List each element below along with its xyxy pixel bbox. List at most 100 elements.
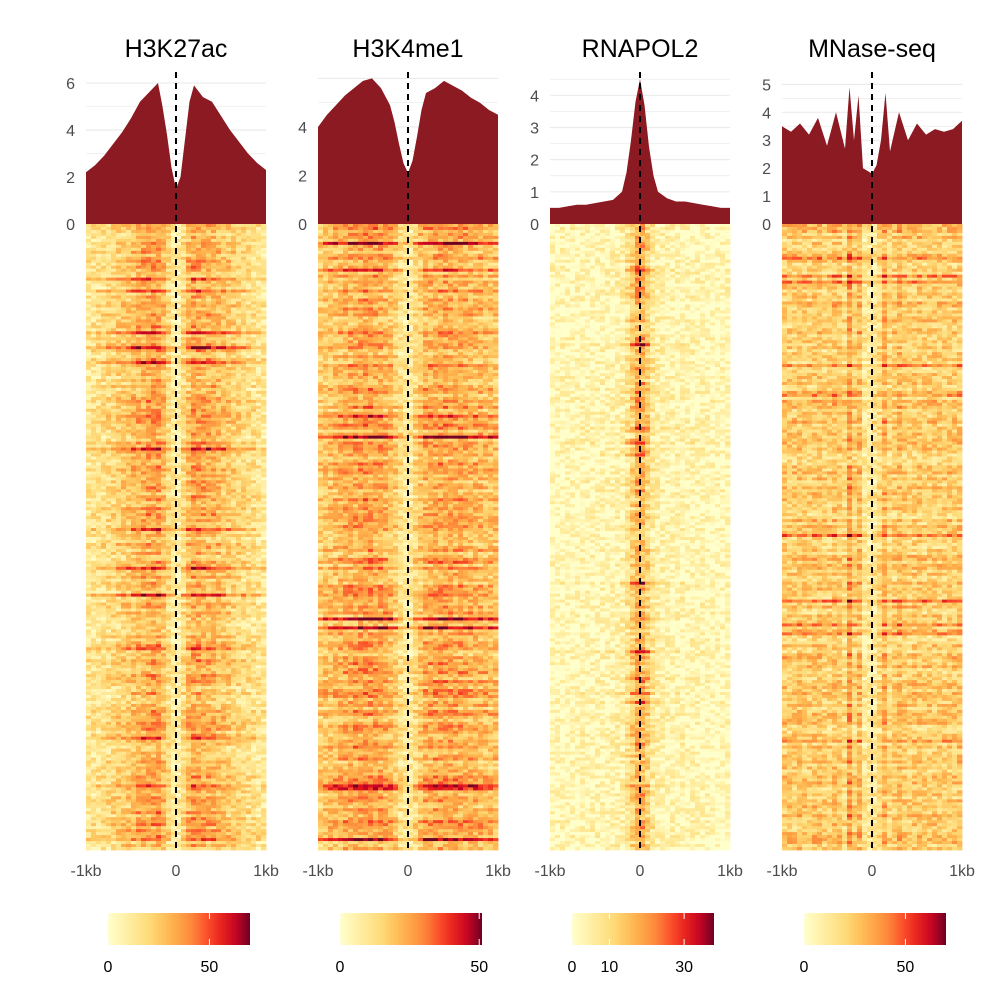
heatmap-cell bbox=[251, 331, 257, 335]
heatmap-cell bbox=[241, 566, 247, 571]
heatmap-cell bbox=[91, 292, 97, 296]
heatmap-cell bbox=[206, 435, 212, 440]
heatmap-cell bbox=[246, 274, 252, 279]
heatmap-cell bbox=[136, 414, 142, 419]
heatmap-cell bbox=[151, 531, 157, 535]
heatmap-cell bbox=[236, 632, 242, 636]
heatmap-cell bbox=[226, 292, 232, 296]
heatmap-cell bbox=[131, 331, 137, 335]
heatmap-cell bbox=[236, 307, 242, 311]
heatmap-cell bbox=[236, 340, 242, 344]
heatmap-cell bbox=[171, 334, 177, 338]
heatmap-cell bbox=[166, 519, 172, 523]
heatmap-cell bbox=[171, 226, 177, 231]
heatmap-cell bbox=[206, 492, 212, 496]
heatmap-cell bbox=[171, 563, 177, 568]
heatmap-cell bbox=[226, 420, 232, 425]
heatmap-cell bbox=[231, 516, 237, 520]
heatmap-cell bbox=[191, 277, 197, 282]
heatmap-cell bbox=[231, 224, 237, 228]
heatmap-cell bbox=[116, 513, 122, 517]
heatmap-cell bbox=[101, 548, 107, 553]
heatmap-cell bbox=[156, 224, 162, 228]
heatmap-cell bbox=[141, 367, 147, 371]
heatmap-cell bbox=[156, 563, 162, 568]
heatmap-cell bbox=[196, 405, 202, 410]
heatmap-cell bbox=[231, 578, 237, 583]
heatmap-cell bbox=[151, 498, 157, 502]
heatmap-cell bbox=[191, 250, 197, 255]
heatmap-cell bbox=[106, 235, 112, 240]
heatmap-cell bbox=[216, 393, 222, 398]
heatmap-cell bbox=[131, 593, 137, 598]
heatmap-cell bbox=[96, 373, 102, 377]
heatmap-cell bbox=[146, 417, 152, 422]
heatmap-cell bbox=[126, 459, 132, 463]
heatmap-cell bbox=[156, 408, 162, 413]
heatmap-cell bbox=[226, 626, 232, 630]
heatmap-cell bbox=[166, 483, 172, 487]
heatmap-cell bbox=[151, 626, 157, 630]
heatmap-cell bbox=[251, 379, 257, 383]
heatmap-cell bbox=[96, 238, 102, 243]
heatmap-cell bbox=[91, 531, 97, 535]
heatmap-cell bbox=[206, 569, 212, 574]
heatmap-cell bbox=[101, 516, 107, 520]
heatmap-cell bbox=[121, 581, 127, 586]
heatmap-cell bbox=[166, 381, 172, 386]
heatmap-cell bbox=[216, 259, 222, 264]
heatmap-cell bbox=[156, 259, 162, 264]
heatmap-cell bbox=[206, 465, 212, 469]
heatmap-cell bbox=[116, 566, 122, 571]
heatmap-cell bbox=[201, 370, 207, 374]
heatmap-cell bbox=[161, 298, 167, 302]
heatmap-cell bbox=[146, 468, 152, 472]
heatmap-cell bbox=[186, 349, 192, 353]
heatmap-cell bbox=[136, 274, 142, 279]
heatmap-cell bbox=[106, 384, 112, 389]
heatmap-cell bbox=[246, 268, 252, 273]
heatmap-cell bbox=[201, 244, 207, 249]
heatmap-cell bbox=[121, 277, 127, 282]
heatmap-cell bbox=[206, 411, 212, 416]
heatmap-cell bbox=[136, 387, 142, 392]
heatmap-cell bbox=[91, 560, 97, 565]
heatmap-cell bbox=[166, 435, 172, 440]
heatmap-cell bbox=[86, 265, 92, 270]
heatmap-cell bbox=[211, 346, 217, 350]
heatmap-cell bbox=[131, 468, 137, 472]
heatmap-cell bbox=[96, 292, 102, 296]
heatmap-cell bbox=[166, 253, 172, 258]
heatmap-cell bbox=[86, 390, 92, 395]
heatmap-cell bbox=[256, 450, 262, 454]
heatmap-cell bbox=[136, 396, 142, 401]
heatmap-cell bbox=[251, 498, 257, 502]
heatmap-cell bbox=[251, 468, 257, 472]
heatmap-cell bbox=[231, 542, 237, 547]
heatmap-cell bbox=[101, 295, 107, 299]
heatmap-cell bbox=[196, 277, 202, 282]
heatmap-cell bbox=[91, 602, 97, 606]
heatmap-cell bbox=[126, 531, 132, 535]
heatmap-cell bbox=[126, 599, 132, 603]
heatmap-cell bbox=[246, 474, 252, 478]
heatmap-cell bbox=[196, 247, 202, 252]
heatmap-cell bbox=[181, 596, 187, 600]
heatmap-cell bbox=[211, 545, 217, 550]
heatmap-cell bbox=[126, 226, 132, 231]
heatmap-cell bbox=[121, 373, 127, 377]
heatmap-cell bbox=[186, 396, 192, 401]
heatmap-cell bbox=[181, 501, 187, 505]
heatmap-cell bbox=[96, 316, 102, 320]
heatmap-cell bbox=[96, 539, 102, 544]
heatmap-cell bbox=[196, 569, 202, 574]
heatmap-cell bbox=[96, 572, 102, 577]
heatmap-cell bbox=[236, 599, 242, 603]
heatmap-cell bbox=[126, 432, 132, 437]
heatmap-cell bbox=[116, 352, 122, 356]
heatmap-cell bbox=[151, 387, 157, 392]
heatmap-cell bbox=[256, 408, 262, 413]
heatmap-cell bbox=[121, 465, 127, 469]
heatmap-cell bbox=[241, 513, 247, 517]
heatmap-cell bbox=[236, 542, 242, 547]
